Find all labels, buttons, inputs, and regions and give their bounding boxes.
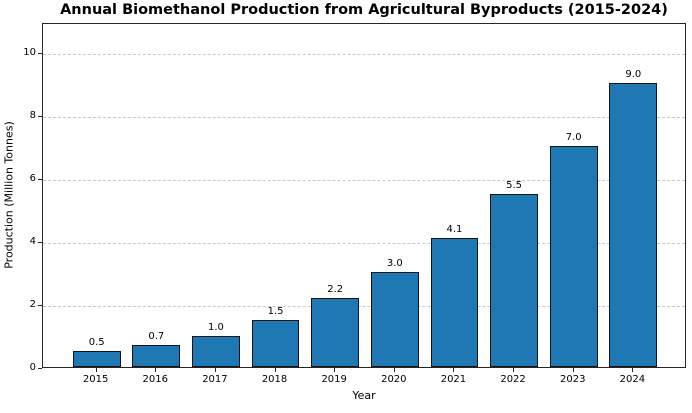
y-tick-label: 0: [29, 362, 36, 373]
bar-value-label: 0.7: [148, 330, 165, 342]
y-axis-label: Production (Million Tonnes): [2, 121, 16, 269]
y-tick-label: 2: [29, 298, 36, 310]
gridline: [43, 116, 685, 118]
bar-2024: [609, 83, 658, 367]
bar-value-label: 9.0: [625, 69, 642, 81]
gridline: [43, 242, 685, 244]
y-tick-label: 10: [23, 46, 36, 58]
x-tick-mark: [334, 368, 336, 372]
bar-value-label: 3.0: [386, 258, 403, 270]
bar-2021: [430, 237, 479, 367]
x-tick-label: 2020: [381, 374, 407, 385]
x-tick-mark: [274, 368, 276, 372]
x-tick-mark: [393, 368, 395, 372]
x-axis-label: Year: [352, 389, 376, 402]
bar-2023: [549, 146, 598, 367]
y-tick-label: 8: [29, 109, 36, 121]
gridline: [43, 179, 685, 181]
x-tick-label: 2023: [559, 374, 586, 385]
x-tick-mark: [214, 368, 216, 372]
x-tick-mark: [155, 368, 157, 372]
x-tick-label: 2019: [321, 374, 347, 385]
bar-2017: [192, 335, 240, 367]
bar-2016: [132, 344, 181, 367]
gridline: [43, 53, 685, 55]
y-tick-label: 6: [29, 172, 36, 184]
gridline: [43, 305, 685, 307]
bar-value-label: 7.0: [565, 132, 582, 144]
x-tick-mark: [632, 368, 634, 372]
x-tick-label: 2016: [142, 374, 169, 385]
bar-value-label: 0.5: [88, 337, 105, 349]
bar-value-label: 5.5: [506, 179, 523, 191]
x-tick-label: 2018: [261, 374, 288, 385]
chart-title: Annual Biomethanol Production from Agric…: [60, 2, 668, 18]
x-tick-label: 2021: [440, 374, 467, 385]
y-tick-mark: [38, 368, 42, 369]
y-tick-mark: [38, 178, 42, 180]
x-tick-mark: [95, 368, 97, 372]
y-tick-mark: [38, 241, 42, 243]
x-tick-mark: [513, 368, 515, 372]
bar-value-label: 4.1: [446, 223, 463, 235]
bar-value-label: 2.2: [327, 283, 344, 295]
y-tick-mark: [38, 304, 42, 306]
bar-2018: [251, 319, 300, 367]
bar-2022: [490, 193, 538, 367]
x-tick-label: 2024: [619, 374, 646, 385]
bar-2020: [370, 272, 419, 367]
bar-value-label: 1.0: [207, 321, 224, 333]
x-tick-mark: [453, 368, 455, 372]
x-tick-label: 2017: [202, 374, 228, 385]
y-tick-mark: [38, 115, 42, 117]
y-tick-mark: [38, 52, 42, 54]
bar-2015: [72, 351, 121, 367]
x-tick-label: 2015: [82, 374, 109, 385]
y-tick-label: 4: [29, 235, 36, 247]
bar-2019: [311, 297, 360, 367]
x-tick-label: 2022: [500, 374, 526, 385]
bar-value-label: 1.5: [267, 305, 284, 317]
x-tick-mark: [572, 368, 574, 372]
plot-area: 0.5 0.7 1.0 1.5 2.2 3.0 4.1 5.5 7.0 9.0: [42, 23, 686, 368]
